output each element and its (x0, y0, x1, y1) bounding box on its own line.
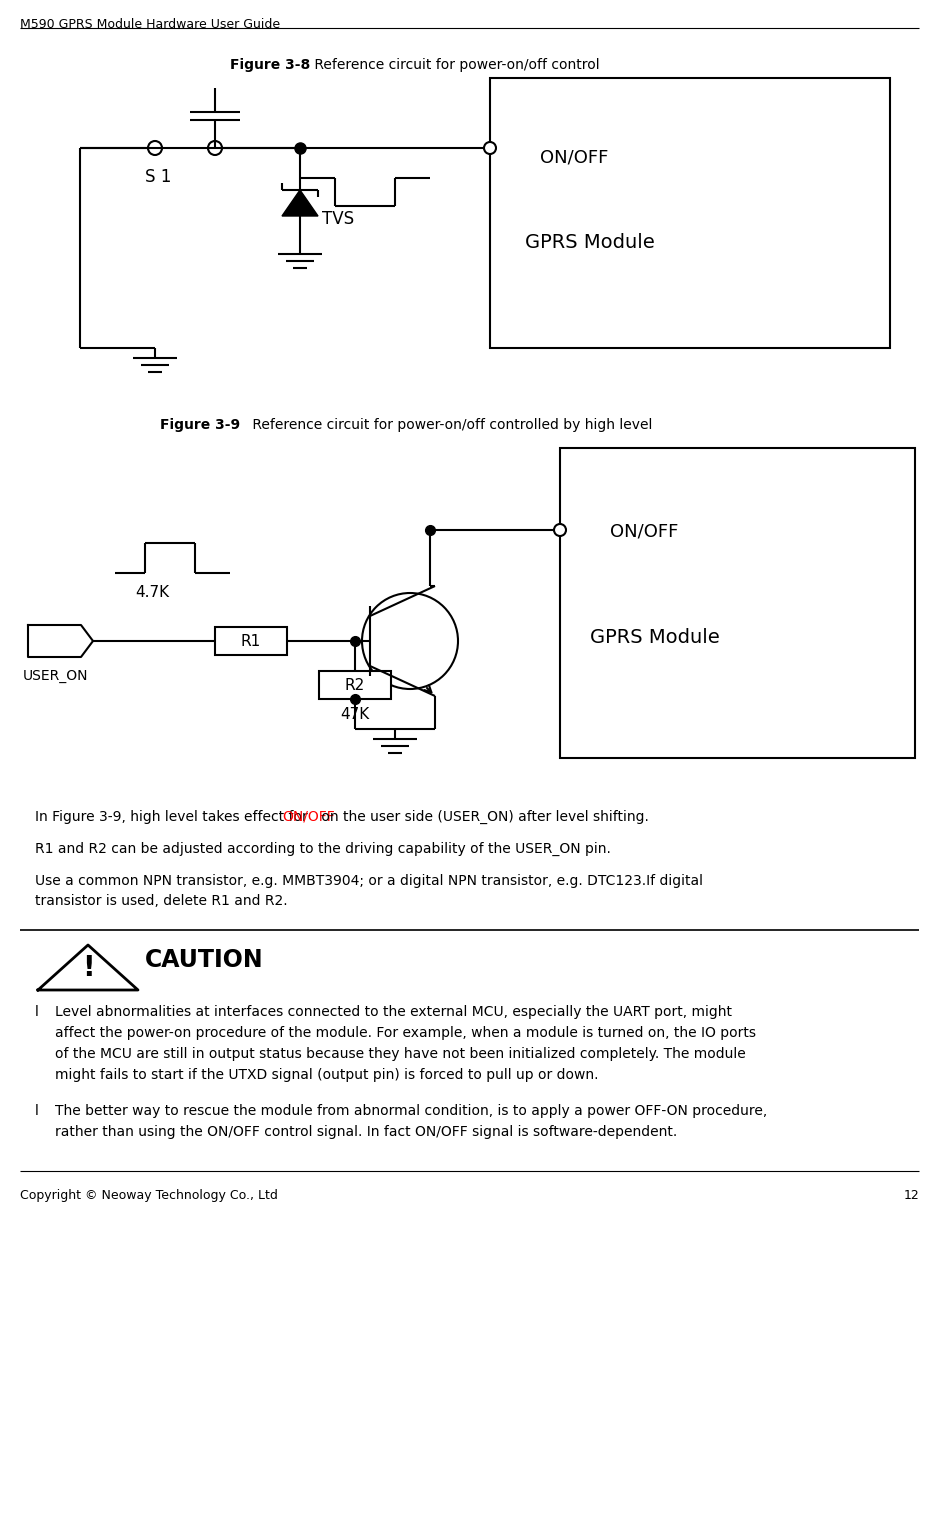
Bar (490, 78, 890, 348)
Polygon shape (38, 945, 138, 991)
Bar (215, 628, 287, 655)
Text: rather than using the ON/OFF control signal. In fact ON/OFF signal is software-d: rather than using the ON/OFF control sig… (55, 1125, 677, 1139)
Bar (560, 449, 915, 758)
Text: 12: 12 (903, 1190, 919, 1202)
Text: Figure 3-8: Figure 3-8 (230, 58, 310, 72)
Text: The better way to rescue the module from abnormal condition, is to apply a power: The better way to rescue the module from… (55, 1104, 767, 1118)
Text: on the user side (USER_ON) after level shifting.: on the user side (USER_ON) after level s… (316, 810, 649, 824)
Text: TVS: TVS (322, 210, 354, 228)
Text: ON/OFF: ON/OFF (610, 524, 678, 540)
Text: transistor is used, delete R1 and R2.: transistor is used, delete R1 and R2. (35, 894, 287, 908)
Text: GPRS Module: GPRS Module (590, 628, 720, 648)
Text: l: l (35, 1104, 38, 1118)
Text: 47K: 47K (340, 707, 369, 723)
Text: M590 GPRS Module Hardware User Guide: M590 GPRS Module Hardware User Guide (20, 18, 280, 31)
Text: Reference circuit for power-on/off controlled by high level: Reference circuit for power-on/off contr… (248, 418, 653, 432)
Text: CAUTION: CAUTION (145, 948, 264, 972)
Text: Copyright © Neoway Technology Co., Ltd: Copyright © Neoway Technology Co., Ltd (20, 1190, 278, 1202)
Circle shape (362, 592, 458, 689)
Circle shape (484, 142, 496, 155)
Text: R2: R2 (345, 678, 365, 692)
Text: Use a common NPN transistor, e.g. MMBT3904; or a digital NPN transistor, e.g. DT: Use a common NPN transistor, e.g. MMBT39… (35, 874, 703, 888)
Text: USER_ON: USER_ON (23, 669, 88, 683)
Text: l: l (35, 1004, 38, 1020)
Circle shape (208, 141, 222, 155)
Polygon shape (282, 190, 318, 216)
Text: R1: R1 (241, 634, 261, 649)
Text: Figure 3-9: Figure 3-9 (160, 418, 240, 432)
Text: affect the power-on procedure of the module. For example, when a module is turne: affect the power-on procedure of the mod… (55, 1026, 756, 1040)
Text: ON/OFF: ON/OFF (540, 149, 608, 165)
Text: S 1: S 1 (145, 168, 172, 185)
Text: ON/OFF: ON/OFF (283, 810, 335, 824)
Text: Level abnormalities at interfaces connected to the external MCU, especially the : Level abnormalities at interfaces connec… (55, 1004, 732, 1020)
Circle shape (148, 141, 162, 155)
Circle shape (554, 524, 566, 536)
Text: Reference circuit for power-on/off control: Reference circuit for power-on/off contr… (310, 58, 600, 72)
Text: of the MCU are still in output status because they have not been initialized com: of the MCU are still in output status be… (55, 1047, 746, 1061)
Text: R1 and R2 can be adjusted according to the driving capability of the USER_ON pin: R1 and R2 can be adjusted according to t… (35, 842, 611, 856)
Text: might fails to start if the UTXD signal (output pin) is forced to pull up or dow: might fails to start if the UTXD signal … (55, 1069, 598, 1082)
Bar (319, 671, 391, 700)
Text: !: ! (82, 954, 94, 981)
Text: 4.7K: 4.7K (135, 585, 169, 600)
Text: GPRS Module: GPRS Module (525, 233, 654, 253)
Text: In Figure 3-9, high level takes effect for: In Figure 3-9, high level takes effect f… (35, 810, 312, 824)
